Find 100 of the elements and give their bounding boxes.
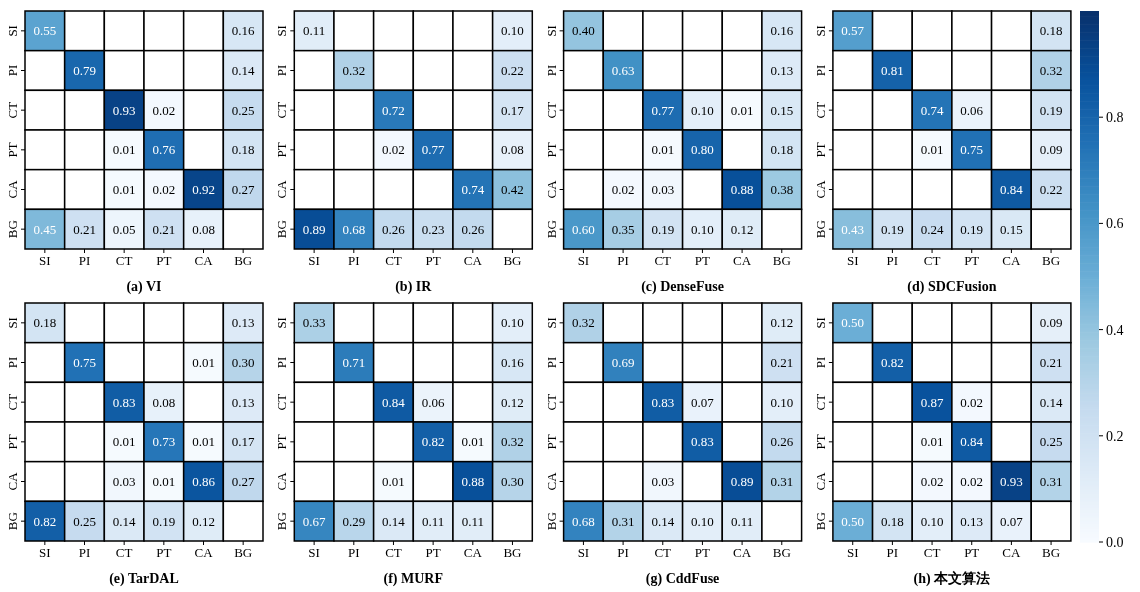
x-tick-label: SI bbox=[577, 545, 590, 560]
data-label: 0.13 bbox=[231, 315, 255, 331]
data-label: 0.84 bbox=[960, 434, 984, 450]
data-label: 0.02 bbox=[152, 102, 176, 118]
data-label: 0.01 bbox=[461, 434, 485, 450]
data-label: 0.08 bbox=[192, 221, 215, 237]
data-label: 0.15 bbox=[770, 102, 794, 118]
data-label: 0.45 bbox=[33, 221, 57, 237]
data-label: 0.07 bbox=[1000, 513, 1024, 529]
data-label: 0.67 bbox=[302, 513, 327, 529]
x-tick-label: PI bbox=[886, 253, 899, 268]
y-tick-label: SI bbox=[812, 25, 828, 37]
data-label: 0.03 bbox=[112, 474, 136, 489]
data-label: 0.11 bbox=[421, 513, 445, 529]
x-tick-label: SI bbox=[846, 545, 859, 560]
data-label: 0.03 bbox=[651, 182, 675, 197]
data-label: 0.21 bbox=[1039, 355, 1063, 370]
y-tick-label: CT bbox=[812, 393, 828, 411]
data-label: 0.27 bbox=[231, 474, 256, 489]
color-bar-label: 0.4 bbox=[1106, 322, 1124, 338]
data-label: 0.26 bbox=[770, 434, 794, 450]
data-label: 0.55 bbox=[33, 23, 57, 39]
text: (e) TarDAL bbox=[109, 571, 179, 587]
y-tick-label: CA bbox=[274, 471, 290, 491]
y-tick-label: CT bbox=[543, 101, 559, 119]
data-label: 0.84 bbox=[1000, 182, 1024, 197]
y-tick-label: SI bbox=[5, 317, 20, 329]
x-tick-label: CA bbox=[194, 545, 214, 560]
y-tick-label: CT bbox=[5, 101, 20, 119]
x-tick-label: BG bbox=[503, 545, 522, 560]
data-label: 0.80 bbox=[691, 142, 714, 158]
y-tick-label: PI bbox=[812, 356, 828, 369]
data-label: 0.01 bbox=[112, 434, 136, 450]
data-label: 0.18 bbox=[33, 315, 57, 331]
data-label: 0.10 bbox=[770, 394, 794, 410]
data-label: 0.03 bbox=[651, 474, 675, 489]
y-tick-label: CA bbox=[812, 179, 828, 199]
data-label: 0.02 bbox=[152, 182, 176, 197]
data-label: 0.79 bbox=[73, 63, 96, 78]
x-tick-label: BG bbox=[772, 545, 791, 560]
x-tick-label: CT bbox=[115, 545, 133, 560]
data-label: 0.88 bbox=[461, 474, 485, 489]
data-label: 0.31 bbox=[770, 474, 794, 489]
data-label: 0.69 bbox=[611, 355, 635, 370]
color-bar-label: 0.2 bbox=[1106, 428, 1124, 444]
y-tick-label: PI bbox=[274, 64, 290, 77]
x-tick-label: BG bbox=[234, 253, 253, 268]
data-label: 0.19 bbox=[960, 221, 984, 237]
data-label: 0.01 bbox=[920, 142, 944, 158]
x-tick-label: CT bbox=[654, 253, 672, 268]
text: (d) SDCFusion bbox=[907, 279, 997, 295]
data-label: 0.14 bbox=[651, 513, 675, 529]
data-label: 0.25 bbox=[1039, 434, 1063, 450]
y-tick-label: PI bbox=[274, 356, 290, 369]
text: (b) IR bbox=[395, 279, 433, 295]
data-label: 0.25 bbox=[231, 102, 255, 118]
y-tick-label: CA bbox=[812, 471, 828, 491]
x-tick-label: CA bbox=[463, 545, 483, 560]
data-label: 0.10 bbox=[691, 513, 714, 529]
x-tick-label: SI bbox=[39, 253, 51, 268]
data-label: 0.18 bbox=[770, 142, 794, 158]
y-tick-label: BG bbox=[5, 512, 20, 531]
data-label: 0.16 bbox=[231, 23, 256, 39]
data-label: 0.27 bbox=[231, 182, 256, 197]
y-tick-label: BG bbox=[5, 220, 20, 239]
x-tick-label: BG bbox=[234, 545, 253, 560]
y-tick-label: CA bbox=[543, 179, 559, 199]
data-label: 0.72 bbox=[382, 102, 405, 118]
color-bar-label: 0.0 bbox=[1106, 535, 1124, 550]
data-label: 0.14 bbox=[112, 513, 137, 529]
data-label: 0.01 bbox=[382, 474, 405, 489]
data-label: 0.19 bbox=[881, 221, 904, 237]
y-tick-label: CT bbox=[274, 101, 290, 119]
x-tick-label: PI bbox=[617, 545, 629, 560]
data-label: 0.74 bbox=[461, 182, 485, 197]
data-label: 0.93 bbox=[112, 102, 136, 118]
data-label: 0.75 bbox=[73, 355, 96, 370]
x-tick-label: CT bbox=[115, 253, 133, 268]
data-label: 0.82 bbox=[881, 355, 904, 370]
x-tick-label: PT bbox=[425, 545, 441, 560]
x-tick-label: CT bbox=[385, 253, 402, 268]
x-tick-label: BG bbox=[772, 253, 791, 268]
data-label: 0.24 bbox=[920, 221, 944, 237]
data-label: 0.75 bbox=[960, 142, 984, 158]
y-tick-label: SI bbox=[812, 317, 828, 329]
y-tick-label: PI bbox=[543, 356, 559, 369]
y-tick-label: PT bbox=[274, 434, 290, 450]
data-label: 0.01 bbox=[730, 102, 754, 118]
color-bar-label: 0.8 bbox=[1106, 110, 1124, 126]
x-tick-label: CA bbox=[733, 253, 752, 268]
y-tick-label: CA bbox=[274, 179, 290, 199]
y-tick-label: BG bbox=[543, 512, 559, 531]
data-label: 0.30 bbox=[231, 355, 255, 370]
data-label: 0.18 bbox=[1039, 23, 1063, 39]
data-label: 0.14 bbox=[1039, 394, 1063, 410]
y-tick-label: CA bbox=[5, 179, 20, 199]
data-label: 0.68 bbox=[572, 513, 595, 529]
x-tick-label: CT bbox=[654, 545, 672, 560]
data-label: 0.30 bbox=[501, 474, 524, 489]
data-label: 0.06 bbox=[960, 102, 984, 118]
